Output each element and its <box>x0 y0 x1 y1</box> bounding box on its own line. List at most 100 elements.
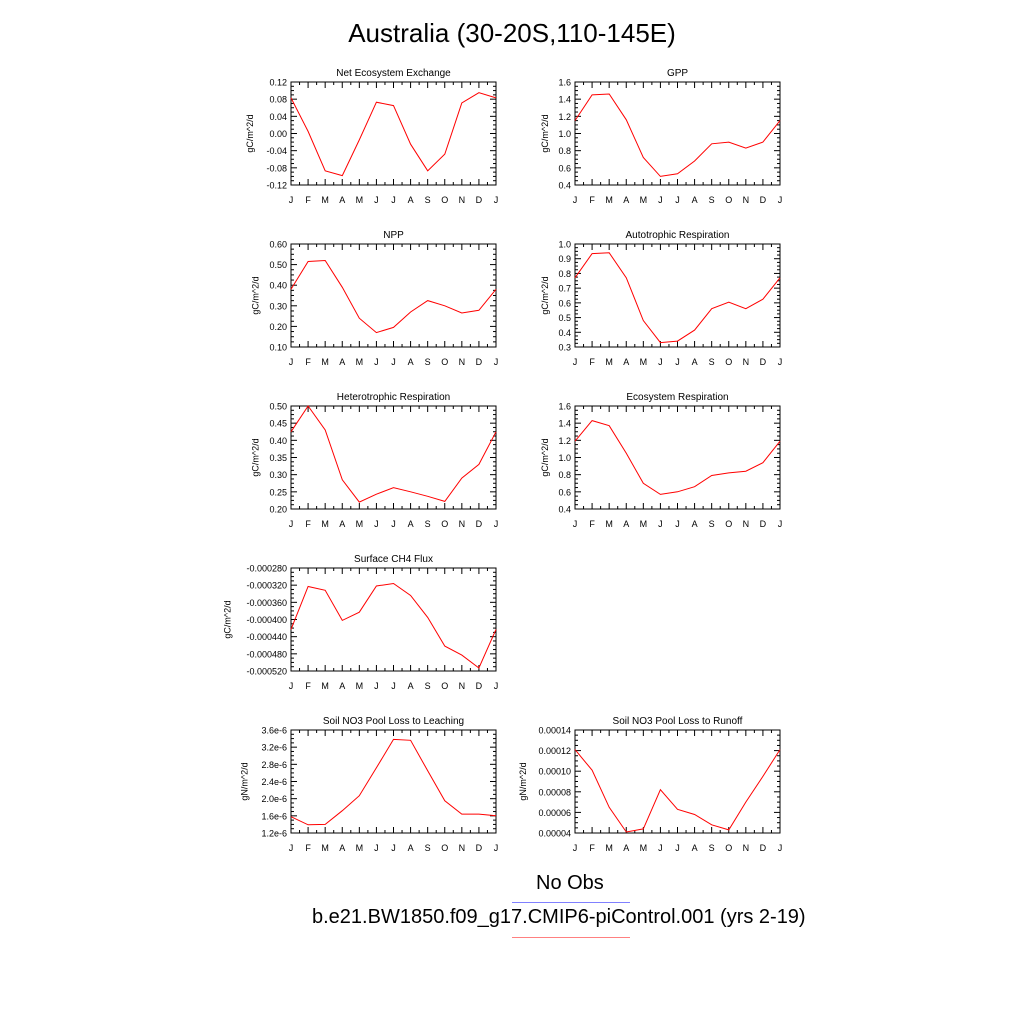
x-tick-label: O <box>441 843 448 853</box>
y-axis-label: gC/m^2/d <box>223 600 233 638</box>
x-tick-label: A <box>339 843 345 853</box>
x-tick-label: J <box>391 519 396 529</box>
x-tick-label: F <box>305 519 311 529</box>
x-tick-label: S <box>709 195 715 205</box>
y-axis-label: gC/m^2/d <box>245 114 255 152</box>
x-tick-label: M <box>321 519 329 529</box>
panel-title: Soil NO3 Pool Loss to Runoff <box>613 716 743 727</box>
legend-obs-line <box>512 902 630 903</box>
series-line <box>290 582 497 669</box>
y-tick-label: 0.00014 <box>538 726 571 736</box>
x-tick-label: D <box>476 195 483 205</box>
y-tick-label: 1.6 <box>558 78 571 88</box>
y-tick-label: 0.00 <box>269 129 287 139</box>
x-tick-label: J <box>494 843 499 853</box>
x-tick-label: F <box>589 519 595 529</box>
x-tick-label: J <box>391 357 396 367</box>
x-tick-label: A <box>692 195 698 205</box>
y-tick-label: 3.2e-6 <box>261 743 287 753</box>
y-tick-label: 0.30 <box>269 470 287 480</box>
x-tick-label: S <box>425 681 431 691</box>
x-tick-label: S <box>709 519 715 529</box>
x-tick-label: J <box>573 357 578 367</box>
y-tick-label: 0.4 <box>558 181 571 191</box>
x-tick-label: D <box>476 519 483 529</box>
x-tick-label: M <box>356 357 364 367</box>
y-tick-label: -0.12 <box>266 181 287 191</box>
x-tick-label: D <box>760 843 767 853</box>
plot-frame <box>574 81 781 186</box>
x-tick-label: J <box>391 195 396 205</box>
x-tick-label: J <box>675 519 680 529</box>
y-tick-label: 0.00008 <box>538 787 571 797</box>
panel-title: Soil NO3 Pool Loss to Leaching <box>323 716 464 727</box>
y-tick-label: 0.00006 <box>538 808 571 818</box>
y-tick-label: 0.45 <box>269 419 287 429</box>
y-tick-label: 0.10 <box>269 343 287 353</box>
y-tick-label: 0.8 <box>558 470 571 480</box>
x-tick-label: A <box>339 519 345 529</box>
plot-frame <box>290 405 497 510</box>
y-axis-label: gN/m^2/d <box>239 762 249 800</box>
x-tick-label: M <box>640 195 648 205</box>
y-tick-label: 0.5 <box>558 313 571 323</box>
y-tick-label: 0.60 <box>269 240 287 250</box>
y-tick-label: 0.00012 <box>538 746 571 756</box>
y-tick-label: 0.8 <box>558 146 571 156</box>
y-tick-label: 1.6e-6 <box>261 811 287 821</box>
y-tick-label: 0.08 <box>269 95 287 105</box>
y-tick-label: 0.9 <box>558 254 571 264</box>
x-tick-label: J <box>289 681 294 691</box>
x-tick-label: A <box>339 195 345 205</box>
x-tick-label: J <box>494 357 499 367</box>
x-tick-label: S <box>709 357 715 367</box>
x-tick-label: M <box>605 519 613 529</box>
x-tick-label: J <box>374 519 379 529</box>
x-tick-label: A <box>339 681 345 691</box>
x-tick-label: J <box>494 519 499 529</box>
y-tick-label: 0.50 <box>269 260 287 270</box>
x-tick-label: J <box>289 195 294 205</box>
x-tick-label: N <box>459 843 466 853</box>
figure-title: Australia (30-20S,110-145E) <box>348 18 676 48</box>
plot-frame <box>574 243 781 348</box>
y-tick-label: 1.2 <box>558 436 571 446</box>
x-tick-label: J <box>778 357 783 367</box>
legend-obs-label: No Obs <box>536 872 604 894</box>
x-tick-label: A <box>408 843 414 853</box>
x-tick-label: D <box>760 357 767 367</box>
x-tick-label: J <box>778 519 783 529</box>
series-line <box>574 749 781 833</box>
legend-case-line <box>512 937 630 938</box>
y-tick-label: 0.20 <box>269 505 287 515</box>
x-tick-label: O <box>725 519 732 529</box>
y-tick-label: 0.50 <box>269 402 287 412</box>
y-tick-label: 0.40 <box>269 436 287 446</box>
x-tick-label: J <box>573 843 578 853</box>
y-tick-label: 1.0 <box>558 129 571 139</box>
x-tick-label: M <box>321 681 329 691</box>
x-tick-label: J <box>675 357 680 367</box>
x-tick-label: F <box>589 195 595 205</box>
y-tick-label: 0.6 <box>558 298 571 308</box>
x-tick-label: F <box>305 195 311 205</box>
panel-title: NPP <box>383 230 404 241</box>
x-tick-label: A <box>408 681 414 691</box>
y-tick-label: -0.000400 <box>246 615 287 625</box>
x-tick-label: O <box>441 519 448 529</box>
series-line <box>290 259 497 334</box>
x-tick-label: N <box>743 357 750 367</box>
x-tick-label: F <box>305 681 311 691</box>
x-tick-label: J <box>494 681 499 691</box>
x-tick-label: J <box>658 519 663 529</box>
y-tick-label: -0.000360 <box>246 598 287 608</box>
y-tick-label: -0.000440 <box>246 632 287 642</box>
x-tick-label: O <box>441 357 448 367</box>
x-tick-label: J <box>675 843 680 853</box>
y-tick-label: 0.6 <box>558 163 571 173</box>
x-tick-label: J <box>658 195 663 205</box>
